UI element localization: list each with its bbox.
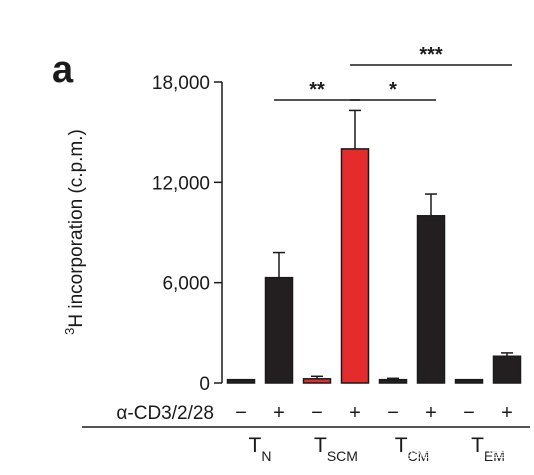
significance-label: *** bbox=[419, 44, 443, 66]
significance-label: * bbox=[389, 79, 397, 101]
treatment-sign: − bbox=[235, 402, 247, 424]
group-label-subscript: N bbox=[261, 448, 271, 464]
y-tick-label: 18,000 bbox=[152, 73, 210, 94]
bar bbox=[264, 276, 294, 384]
significance-layer: ** **** bbox=[274, 44, 512, 101]
y-tick-label: 0 bbox=[199, 374, 210, 395]
y-axis: 0 6,000 12,000 18,000 bbox=[152, 73, 223, 395]
treatment-sign: + bbox=[349, 402, 361, 424]
treatment-sign: − bbox=[311, 402, 323, 424]
group-label: TN bbox=[249, 434, 272, 464]
treatment-sign: − bbox=[463, 402, 475, 424]
treatment-sign: + bbox=[501, 402, 513, 424]
y-axis-title-text: H incorporation (c.p.m.) bbox=[66, 129, 87, 328]
group-label-main: T bbox=[314, 434, 327, 457]
bars-layer bbox=[226, 109, 522, 384]
group-label: TCM bbox=[395, 434, 430, 464]
condition-label: α-CD3/2/28 bbox=[116, 403, 214, 424]
svg-text:3H incorporation (c.p.m.): 3H incorporation (c.p.m.) bbox=[62, 129, 87, 335]
bar bbox=[340, 148, 370, 384]
treatment-sign: − bbox=[387, 402, 399, 424]
bar bbox=[454, 378, 484, 384]
panel-label: a bbox=[52, 49, 74, 91]
bar bbox=[492, 355, 522, 384]
group-label-main: T bbox=[471, 434, 484, 457]
group-label-main: T bbox=[395, 434, 408, 457]
group-label-main: T bbox=[249, 434, 262, 457]
bar bbox=[416, 215, 446, 384]
group-label: TSCM bbox=[314, 434, 358, 464]
group-label-subscript: CM bbox=[408, 448, 430, 464]
x-axis: − + − + − + − +TN TSCM TCM TEM bbox=[82, 402, 530, 464]
y-axis-title: 3H incorporation (c.p.m.) bbox=[62, 129, 87, 335]
y-axis-title-superscript: 3 bbox=[62, 328, 77, 335]
bar bbox=[226, 378, 256, 384]
y-tick-label: 6,000 bbox=[162, 274, 210, 295]
bar bbox=[378, 378, 408, 384]
significance-label: ** bbox=[309, 79, 325, 101]
watermark: 知乎 @猎户星的小星星 bbox=[368, 444, 522, 461]
group-label-subscript: SCM bbox=[327, 448, 358, 464]
group-label-subscript: EM bbox=[484, 448, 505, 464]
treatment-sign: + bbox=[425, 402, 437, 424]
bar bbox=[302, 378, 332, 384]
treatment-sign: + bbox=[273, 402, 285, 424]
group-label: TEM bbox=[471, 434, 505, 464]
y-tick-label: 12,000 bbox=[152, 173, 210, 194]
